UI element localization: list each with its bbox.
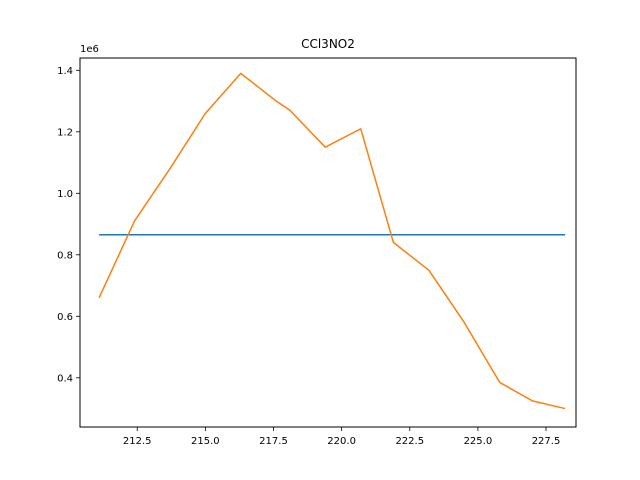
x-tick-label: 220.0 xyxy=(327,436,356,447)
y-offset-label: 1e6 xyxy=(80,44,99,55)
y-tick-label: 0.6 xyxy=(57,312,73,323)
series-line-2 xyxy=(98,72,566,410)
x-tick-label: 227.5 xyxy=(532,436,561,447)
plot-frame xyxy=(79,57,577,428)
x-tick-label: 215.0 xyxy=(191,436,220,447)
chart-title: CCl3NO2 xyxy=(301,37,355,51)
x-tick-label: 217.5 xyxy=(259,436,288,447)
x-tick-label: 222.5 xyxy=(395,436,424,447)
x-tick-label: 212.5 xyxy=(123,436,152,447)
y-tick-label: 1.0 xyxy=(57,189,73,200)
x-tick-label: 225.0 xyxy=(464,436,493,447)
y-tick-label: 1.2 xyxy=(57,127,73,138)
y-tick-label: 1.4 xyxy=(57,66,73,77)
y-tick-label: 0.8 xyxy=(57,250,73,261)
y-tick-label: 0.4 xyxy=(57,373,73,384)
